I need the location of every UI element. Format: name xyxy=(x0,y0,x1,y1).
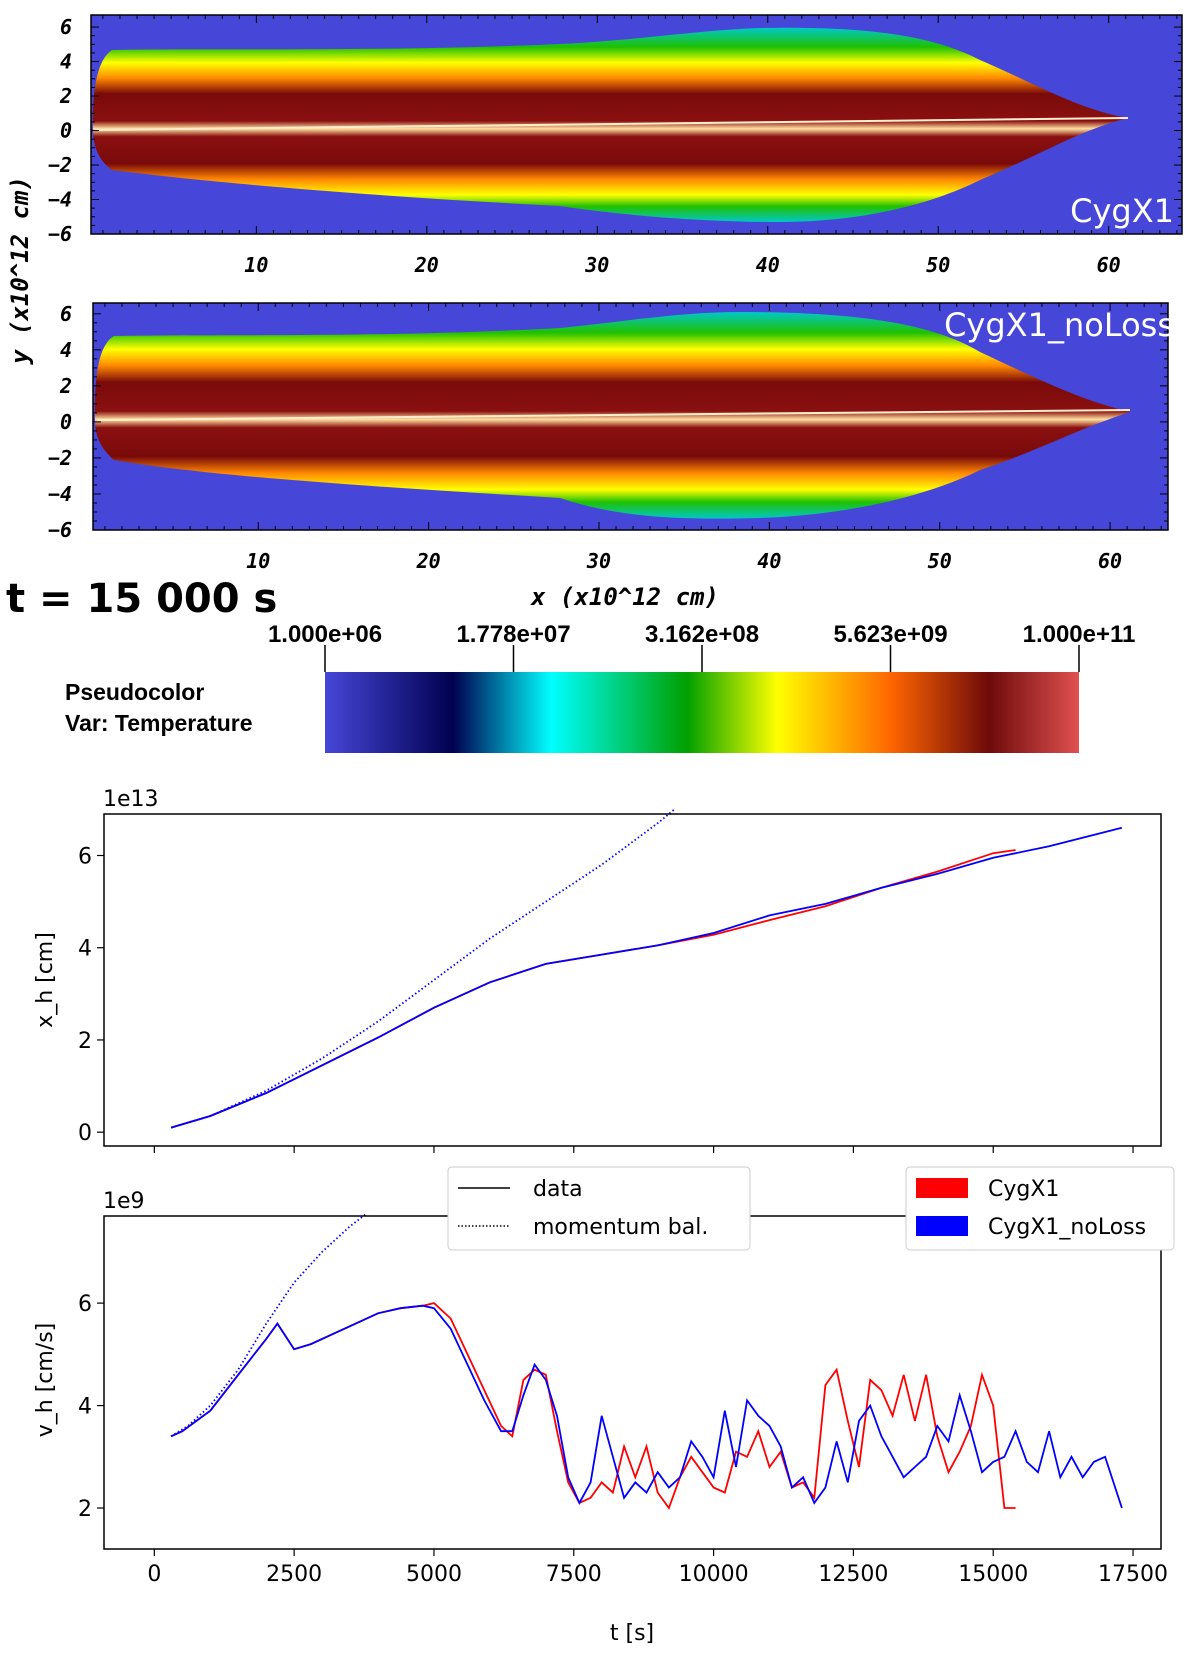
colorbar-ticks: 1.000e+06 1.778e+07 3.162e+08 5.623e+09 1.00… xyxy=(268,621,1135,672)
legend-linestyle-box xyxy=(447,1166,751,1251)
sim-y-tick-label: 0 xyxy=(60,410,72,434)
sim-x-tick-label: 60 xyxy=(1098,549,1122,573)
sim-panel-1-frame xyxy=(90,14,1183,235)
series-line xyxy=(170,808,675,1129)
sim-x-tick-label: 10 xyxy=(246,549,270,573)
y-tick-label: 4 xyxy=(78,1395,92,1420)
legend-runs-box xyxy=(905,1166,1175,1251)
sim-y-tick-label: 4 xyxy=(60,50,72,74)
sim-panel-2-y-ticks: 6 4 2 0 −2 −4 −6 xyxy=(48,302,1168,542)
sim-x-tick-label: 40 xyxy=(756,253,780,277)
sim-panel-1-spine xyxy=(94,117,1129,131)
plot-xh-offset-label: 1e13 xyxy=(103,787,159,812)
sim-x-tick-label: 40 xyxy=(757,549,781,573)
y-tick-label: 0 xyxy=(78,1121,92,1146)
plot-xh-series xyxy=(170,808,1123,1129)
sim-panel-2-title: CygX1_noLoss xyxy=(944,306,1174,344)
sim-x-tick-label: 20 xyxy=(416,549,441,573)
y-tick-label: 4 xyxy=(78,937,92,962)
sim-x-tick-label: 10 xyxy=(244,253,268,277)
plot-vh-offset-label: 1e9 xyxy=(103,1189,145,1214)
legend-runs: CygX1 CygX1_noLoss xyxy=(905,1166,1175,1251)
sim-x-tick-label: 50 xyxy=(926,253,950,277)
plot-vh: 1e9 0 2500 5000 7500 10000 12500 15000 17500 2 4 6… xyxy=(33,1189,1168,1646)
legend-cygx1-label: CygX1 xyxy=(988,1177,1059,1202)
legend-linestyle: data momentum bal. xyxy=(447,1166,751,1251)
sim-y-tick-label: 6 xyxy=(60,15,72,39)
plot-xh: 1e13 0 2 4 6 x_h [cm] xyxy=(33,787,1162,1153)
plot-vh-x-label: t [s] xyxy=(610,1621,654,1646)
series-line xyxy=(170,826,1123,1129)
sim-y-tick-label: −6 xyxy=(48,518,72,542)
sim-x-tick-label: 60 xyxy=(1097,253,1121,277)
sim-y-tick-label: −2 xyxy=(48,153,72,177)
sim-panel-2-x-ticks: 10 20 30 40 50 60 xyxy=(104,303,1162,573)
colorbar-tick-label: 5.623e+09 xyxy=(833,621,947,648)
sim-panel-1-title: CygX1 xyxy=(1070,192,1174,230)
x-tick-label: 2500 xyxy=(266,1562,322,1587)
x-tick-label: 0 xyxy=(147,1562,161,1587)
sim-panel-2-spine xyxy=(96,409,1131,421)
x-tick-label: 17500 xyxy=(1098,1562,1168,1587)
x-tick-label: 10000 xyxy=(679,1562,749,1587)
time-label: t = 15 000 s xyxy=(6,576,277,622)
sim-x-tick-label: 30 xyxy=(584,253,609,277)
sim-y-tick-label: −4 xyxy=(48,188,72,212)
colorbar-tick-label: 1.000e+06 xyxy=(268,621,382,648)
series-line xyxy=(170,849,1016,1129)
sim-y-tick-label: −6 xyxy=(48,222,72,246)
plot-vh-ticks: 0 2500 5000 7500 10000 12500 15000 17500 2 4 6 xyxy=(78,1292,1168,1587)
plot-vh-series xyxy=(170,1213,1123,1510)
legend-noloss-label: CygX1_noLoss xyxy=(988,1215,1146,1240)
y-tick-label: 6 xyxy=(78,845,92,870)
x-tick-label: 7500 xyxy=(546,1562,602,1587)
legend-cygx1-swatch xyxy=(916,1178,968,1198)
sim-x-axis-label: x (x10^12 cm) xyxy=(530,583,719,611)
series-line xyxy=(170,1213,368,1438)
x-tick-label: 15000 xyxy=(958,1562,1028,1587)
series-line xyxy=(170,1302,1016,1510)
sim-y-tick-label: −2 xyxy=(48,446,72,470)
legend-noloss-swatch xyxy=(916,1216,968,1236)
x-tick-label: 5000 xyxy=(406,1562,462,1587)
sim-x-tick-label: 20 xyxy=(414,253,439,277)
plot-vh-frame xyxy=(103,1215,1162,1550)
y-tick-label: 2 xyxy=(78,1029,92,1054)
plot-vh-y-label: v_h [cm/s] xyxy=(33,1323,58,1438)
colorbar-title-line1: Pseudocolor xyxy=(65,679,204,705)
legend-data-label: data xyxy=(533,1177,583,1202)
plot-xh-ticks: 0 2 4 6 xyxy=(78,845,1134,1153)
sim-panel-2-frame xyxy=(92,302,1169,531)
sim-y-tick-label: 2 xyxy=(59,374,72,398)
sim-y-axis-label: y (x10^12 cm) xyxy=(6,176,34,366)
y-tick-label: 2 xyxy=(78,1497,92,1522)
colorbar-tick-label: 1.000e+11 xyxy=(1023,621,1136,648)
sim-y-tick-label: 2 xyxy=(59,84,72,108)
sim-y-tick-label: 6 xyxy=(60,302,72,326)
plot-xh-y-label: x_h [cm] xyxy=(33,932,58,1028)
colorbar-tick-label: 3.162e+08 xyxy=(645,621,759,648)
colorbar-title-line2: Var: Temperature xyxy=(65,710,252,736)
colorbar-tick-label: 1.778e+07 xyxy=(456,621,570,648)
colorbar-gradient xyxy=(325,672,1079,753)
series-line xyxy=(170,1304,1123,1509)
sim-y-tick-label: 4 xyxy=(60,338,72,362)
sim-x-tick-label: 50 xyxy=(928,549,952,573)
sim-x-tick-label: 30 xyxy=(586,549,611,573)
sim-panel-1-x-ticks: 10 20 30 40 50 60 xyxy=(102,15,1178,277)
sim-panel-1-y-ticks: 6 4 2 0 −2 −4 −6 xyxy=(48,15,1182,246)
legend-momentum-label: momentum bal. xyxy=(533,1215,708,1240)
plot-xh-frame xyxy=(103,813,1162,1147)
sim-y-tick-label: −4 xyxy=(48,482,72,506)
sim-y-tick-label: 0 xyxy=(60,119,72,143)
colorbar: Pseudocolor Var: Temperature 1.000e+06 1.… xyxy=(65,621,1135,753)
y-tick-label: 6 xyxy=(78,1292,92,1317)
x-tick-label: 12500 xyxy=(818,1562,888,1587)
